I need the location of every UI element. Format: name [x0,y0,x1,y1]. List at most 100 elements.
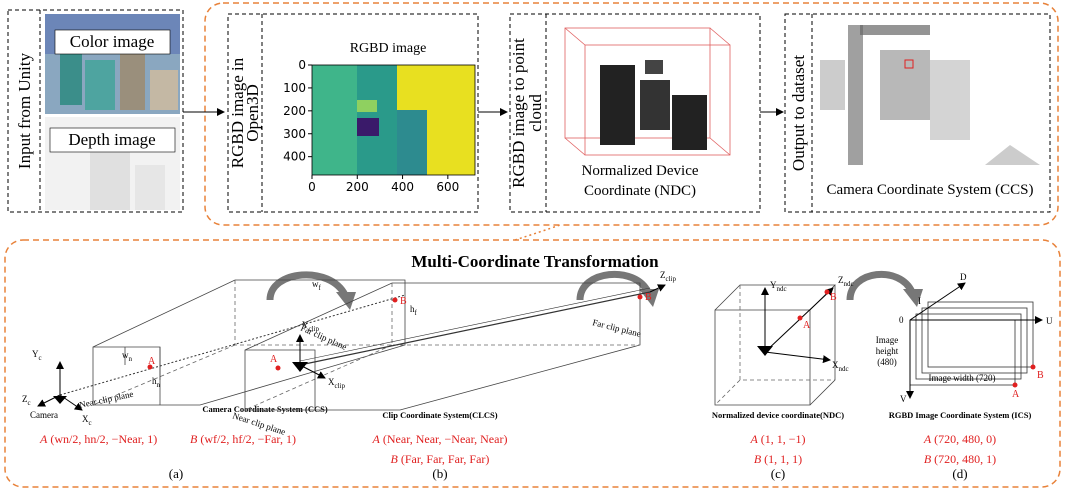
formula: (wn/2, hn/2, −Near, 1) [50,432,157,446]
figure: Input from Unity Color image Depth image… [0,0,1067,491]
caption: Normalized device coordinate(NDC) [712,410,844,420]
point-label: B [645,292,652,303]
axis-label: clip [666,275,677,283]
point-label: A [1012,389,1020,400]
connector [515,225,560,240]
svg-text:Yndc: Yndc [770,280,787,293]
ndc-panel: Yndc Zndc Xndc A B Normalized device coo… [712,275,854,481]
label: n [129,355,133,363]
x-tick-label: 200 [346,180,369,194]
point-label: B [1037,370,1044,381]
label: height [876,346,899,356]
label: (480) [877,357,897,367]
axis-label: ndc [844,280,854,288]
label: n [157,381,161,389]
section-title: Multi-Coordinate Transformation [411,252,659,271]
ccs-panel: wf B hf Far clip plane wn A hn Yc Zc Xc … [22,279,418,481]
label: Near clip plane [78,389,134,410]
axis-label: c [39,354,42,362]
svg-text:hn: hn [152,376,161,389]
y-tick-label: 0 [298,58,306,72]
ics-panel: D I U 0 V Image height (480) Image width… [876,272,1053,481]
label: f [319,284,322,292]
caption: Camera Coordinate System (CCS) [202,404,328,414]
panel-tag: (d) [952,466,967,481]
svg-text:B (720, 480, 1): B (720, 480, 1) [924,452,996,466]
x-tick-label: 600 [436,180,459,194]
stage-label: cloud [526,94,545,132]
caption: Camera Coordinate System (CCS) [826,182,1033,198]
y-tick-label: 300 [283,127,306,141]
label: Image width (720) [929,373,996,383]
formula: (Far, Far, Far, Far) [401,452,490,466]
formula: A [372,432,381,446]
axis-label: V [900,394,907,404]
point-label: B [830,292,837,303]
panel-tag: (c) [771,466,785,481]
axis-label: I [918,296,921,306]
formula: A [39,432,48,446]
svg-text:Zclip: Zclip [660,270,676,283]
axis-label: c [28,399,31,407]
svg-text:hf: hf [410,304,418,317]
label: Far clip plane [592,317,642,339]
formula: (720, 480, 0) [934,432,996,446]
panel-tag: (a) [169,466,183,481]
svg-text:A (1, 1, −1): A (1, 1, −1) [749,432,805,446]
formula: B [754,452,762,466]
svg-text:Zc: Zc [22,394,31,407]
svg-text:Xclip: Xclip [328,377,345,390]
formula: A [749,432,758,446]
image-label: Color image [70,32,155,51]
y-tick-label: 400 [283,150,306,164]
axis-label: ndc [777,285,787,293]
point-cloud-box: RGBD image to point cloud Normalized Dev… [509,14,760,212]
formula: A [923,432,932,446]
formula: (1, 1, −1) [761,432,806,446]
transition-arrow [270,274,912,300]
caption: Normalized Device [581,163,698,179]
caption: RGBD Image Coordinate System (ICS) [889,410,1032,420]
label: Image [876,335,899,345]
svg-text:wn: wn [122,350,133,363]
panel-tag: (b) [432,466,447,481]
axis-label: clip [309,325,320,333]
caption: Coordinate (NDC) [584,183,696,199]
stage-label: Input from Unity [15,52,34,169]
formula: B [190,432,198,446]
svg-text:A (wn/2, hn/2, −Near, 1): A (wn/2, hn/2, −Near, 1) [39,432,157,446]
point-label: A [803,320,811,331]
caption: Clip Coordinate System(CLCS) [382,410,497,420]
input-box: Input from Unity Color image Depth image [8,10,183,212]
axis-label: c [89,419,92,427]
axis-label: D [960,272,967,282]
x-tick-label: 400 [391,180,414,194]
formula: (1, 1, 1) [764,452,802,466]
svg-text:A (720, 480, 0): A (720, 480, 0) [923,432,996,446]
point-label: A [270,354,278,365]
formula: (720, 480, 1) [934,452,996,466]
axis-label: U [1046,316,1053,326]
clcs-panel: Yclip Xclip Zclip A B Far clip plane Nea… [231,270,676,481]
output-box: Output to dataset Camera Coordinate Syst… [785,14,1050,212]
y-tick-label: 200 [283,104,306,118]
point-label: B [400,296,407,307]
svg-text:Xndc: Xndc [832,360,849,373]
axis-label: clip [335,382,346,390]
x-tick-label: 0 [308,180,316,194]
plot-title: RGBD image [350,41,427,56]
formula: (Near, Near, −Near, Near) [383,432,508,446]
formula: B [391,452,399,466]
svg-text:A (Near, Near, −Near, Near): A (Near, Near, −Near, Near) [372,432,508,446]
formula: B [924,452,932,466]
svg-text:B (Far, Far, Far, Far): B (Far, Far, Far, Far) [391,452,490,466]
image-label: Depth image [68,130,155,149]
svg-text:Zndc: Zndc [838,275,854,288]
svg-text:Yc: Yc [32,349,42,362]
label: Camera [30,410,58,420]
stage-label: Output to dataset [789,55,808,171]
y-tick-label: 100 [283,81,306,95]
axis-label: ndc [839,365,849,373]
stage-label: Open3D [243,84,262,142]
